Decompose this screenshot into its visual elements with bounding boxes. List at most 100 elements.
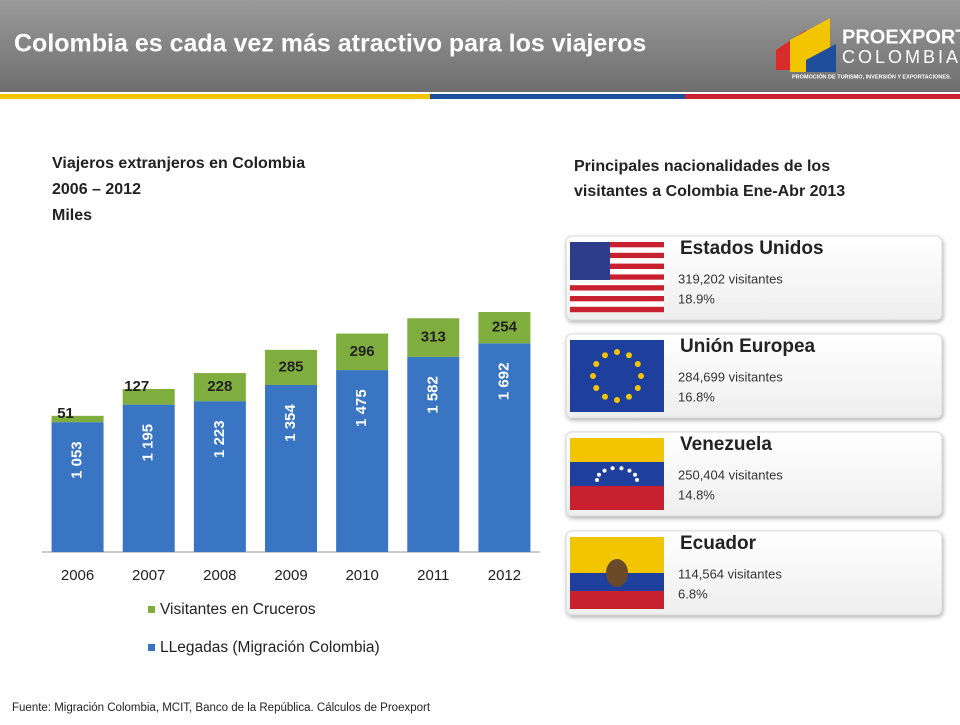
bar-label: 313 bbox=[421, 329, 446, 346]
flag-part bbox=[570, 296, 664, 302]
x-tick-label: 2011 bbox=[417, 567, 449, 584]
card-name: Estados Unidos bbox=[680, 238, 824, 259]
flag-part bbox=[626, 393, 632, 400]
stripe bbox=[430, 94, 685, 99]
stripe bbox=[0, 94, 430, 99]
card-visitors: 114,564 visitantes bbox=[678, 566, 782, 581]
bar-segment bbox=[122, 404, 175, 552]
logo-tagline: PROMOCIÓN DE TURISMO, INVERSIÓN Y EXPORT… bbox=[792, 72, 952, 80]
footer: Fuente: Migración Colombia, MCIT, Banco … bbox=[12, 702, 431, 714]
card-share: 16.8% bbox=[678, 389, 715, 404]
flag-part bbox=[570, 252, 664, 259]
flag-part bbox=[635, 478, 639, 482]
flag-part bbox=[590, 373, 596, 379]
flag-part bbox=[595, 478, 599, 482]
flag-part bbox=[602, 468, 607, 473]
card-name: Ecuador bbox=[680, 533, 757, 554]
x-tick-label: 2012 bbox=[488, 567, 521, 584]
x-tick-label: 2009 bbox=[274, 567, 307, 584]
bar-label: 254 bbox=[492, 319, 518, 336]
flag-part bbox=[602, 393, 608, 400]
bar-label: 1 692 bbox=[495, 363, 512, 401]
card-name: Unión Europea bbox=[680, 336, 816, 357]
flag-part bbox=[610, 466, 615, 471]
card-visitors: 319,202 visitantes bbox=[678, 271, 783, 286]
card-name: Venezuela bbox=[680, 434, 772, 455]
nationality-card: Unión Europea 284,699 visitantes 16.8% bbox=[565, 333, 943, 419]
bar-segment bbox=[51, 415, 104, 423]
chart-title: Viajeros extranjeros en Colombia bbox=[52, 155, 305, 172]
flag-part bbox=[570, 269, 664, 275]
nationality-card: Estados Unidos 319,202 visitantes 18.9% bbox=[565, 235, 943, 321]
bar-segment bbox=[122, 388, 175, 405]
logo-text: PROEXPORT bbox=[842, 26, 960, 48]
panel-title-line: Principales nacionalidades de los bbox=[574, 158, 830, 175]
bar-label: 228 bbox=[207, 378, 232, 395]
bar-segment bbox=[265, 349, 317, 386]
flag-part bbox=[570, 438, 664, 462]
bar-label: 285 bbox=[278, 358, 303, 375]
legend-swatch bbox=[148, 644, 155, 651]
logo-text: COLOMBIA bbox=[842, 47, 960, 67]
x-tick-label: 2008 bbox=[203, 567, 236, 584]
flag-part bbox=[570, 285, 664, 291]
bar-label: 1 354 bbox=[282, 404, 299, 442]
card-share: 18.9% bbox=[678, 291, 715, 306]
panel-title-line: visitantes a Colombia Ene-Abr 2013 bbox=[574, 183, 845, 200]
flag-part bbox=[638, 373, 644, 379]
flag-part bbox=[626, 352, 632, 359]
legend-label: Visitantes en Cruceros bbox=[160, 601, 316, 618]
bar-label: 127 bbox=[124, 378, 149, 395]
bar-segment bbox=[478, 312, 531, 344]
flag-part bbox=[596, 472, 601, 477]
x-tick-label: 2006 bbox=[61, 567, 94, 584]
bar-label: 51 bbox=[57, 405, 74, 422]
flag-part bbox=[570, 462, 664, 486]
x-tick-label: 2007 bbox=[132, 567, 165, 584]
bar-segment bbox=[193, 373, 246, 402]
flag-part bbox=[570, 247, 664, 253]
flag-part bbox=[570, 274, 664, 280]
flag-part bbox=[593, 385, 600, 391]
bar-label: 1 475 bbox=[353, 389, 370, 427]
bar-segment bbox=[478, 343, 531, 552]
flag-part bbox=[570, 306, 664, 313]
bar-segment bbox=[51, 422, 104, 552]
logo: PROEXPORT COLOMBIA PROMOCIÓN DE TURISMO,… bbox=[776, 18, 960, 80]
bar-segment bbox=[265, 385, 317, 552]
chart-subtitle: 2006 – 2012 bbox=[52, 181, 141, 198]
flag-part bbox=[570, 290, 664, 296]
bar-label: 1 053 bbox=[69, 441, 86, 479]
flag-part bbox=[619, 466, 624, 471]
flag-part bbox=[634, 385, 641, 391]
bar-label: 1 582 bbox=[424, 376, 441, 414]
flag-part bbox=[606, 559, 628, 587]
flag-part bbox=[570, 263, 664, 269]
flag-part bbox=[614, 397, 620, 403]
x-tick-label: 2010 bbox=[345, 567, 378, 584]
card-visitors: 284,699 visitantes bbox=[678, 369, 783, 384]
card-visitors: 250,404 visitantes bbox=[678, 467, 783, 482]
flag-part bbox=[634, 361, 641, 367]
legend-label: LLegadas (Migración Colombia) bbox=[160, 639, 380, 656]
flag-part bbox=[602, 352, 608, 359]
flag-part bbox=[570, 258, 664, 264]
flag-part bbox=[627, 468, 632, 473]
flag-part bbox=[614, 349, 620, 355]
bar-segment bbox=[336, 333, 389, 371]
flag-part bbox=[593, 361, 600, 367]
bar-segment bbox=[407, 318, 460, 357]
flag-part bbox=[570, 591, 664, 609]
flag-part bbox=[570, 242, 610, 280]
bar-segment bbox=[336, 370, 389, 552]
bar-label: 296 bbox=[350, 343, 375, 360]
card-share: 6.8% bbox=[678, 586, 708, 601]
bar-segment bbox=[407, 356, 460, 552]
card-share: 14.8% bbox=[678, 487, 715, 502]
legend-swatch bbox=[148, 606, 155, 613]
flag-part bbox=[633, 472, 638, 477]
bar-segment bbox=[193, 401, 246, 552]
nationality-card: Ecuador 114,564 visitantes 6.8% bbox=[565, 530, 943, 616]
bar-label: 1 195 bbox=[140, 424, 157, 462]
